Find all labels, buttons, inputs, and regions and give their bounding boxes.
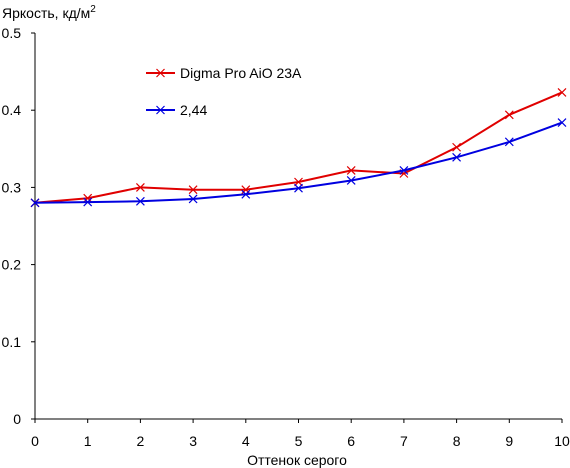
x-tick-label: 7: [400, 433, 408, 449]
data-point-marker: [188, 194, 198, 204]
y-axis-title: Яркость, кд/м2: [2, 4, 96, 21]
series-line: [34, 91, 563, 204]
y-tick-group: 0 0.1 0.2 0.3 0.4 0.5: [2, 25, 35, 427]
data-point-marker: [399, 165, 409, 175]
data-point-marker: [83, 193, 93, 203]
series-layer: [30, 88, 567, 208]
data-point-marker: [557, 118, 567, 127]
series-1: [30, 118, 567, 208]
legend-item: 2,44: [146, 102, 207, 118]
legend-item: Digma Pro AiO 23A: [146, 65, 302, 81]
x-tick-label: 5: [295, 433, 303, 449]
axes: [34, 33, 562, 420]
y-tick-label: 0.5: [2, 25, 22, 41]
data-point-marker: [452, 142, 462, 152]
x-tick-group: 0 1 2 3 4 5 6 7 8 9 10: [31, 419, 570, 449]
data-point-marker: [346, 176, 356, 185]
x-tick-label: 0: [31, 433, 39, 449]
x-tick-label: 10: [554, 433, 570, 449]
legend-label: 2,44: [180, 102, 207, 118]
x-tick-label: 8: [453, 433, 461, 449]
data-point-marker: [241, 189, 251, 199]
data-point-marker: [83, 197, 93, 207]
data-point-marker: [188, 185, 198, 195]
data-point-marker: [452, 152, 462, 162]
data-point-marker: [346, 165, 356, 175]
y-tick-label: 0.4: [2, 102, 22, 118]
legend: Digma Pro AiO 23A 2,44: [146, 65, 302, 118]
y-tick-label: 0: [13, 411, 21, 427]
data-point-marker: [294, 183, 303, 193]
x-tick-label: 6: [347, 433, 355, 449]
data-point-marker: [135, 182, 145, 192]
y-tick-label: 0.3: [2, 179, 22, 195]
data-point-marker: [30, 198, 40, 208]
series-line: [34, 121, 563, 204]
data-point-marker: [504, 137, 514, 147]
y-tick-label: 0.1: [2, 334, 22, 350]
x-tick-label: 9: [505, 433, 513, 449]
x-tick-label: 3: [189, 433, 197, 449]
data-point-marker: [557, 88, 567, 97]
legend-marker: [156, 68, 165, 78]
data-point-marker: [135, 196, 145, 206]
x-axis-title: Оттенок серого: [247, 452, 347, 468]
legend-marker: [156, 105, 165, 115]
y-tick-label: 0.2: [2, 257, 22, 273]
data-point-marker: [504, 110, 514, 120]
legend-label: Digma Pro AiO 23A: [180, 65, 302, 81]
x-tick-label: 4: [242, 433, 250, 449]
x-tick-label: 2: [137, 433, 145, 449]
x-tick-label: 1: [84, 433, 92, 449]
